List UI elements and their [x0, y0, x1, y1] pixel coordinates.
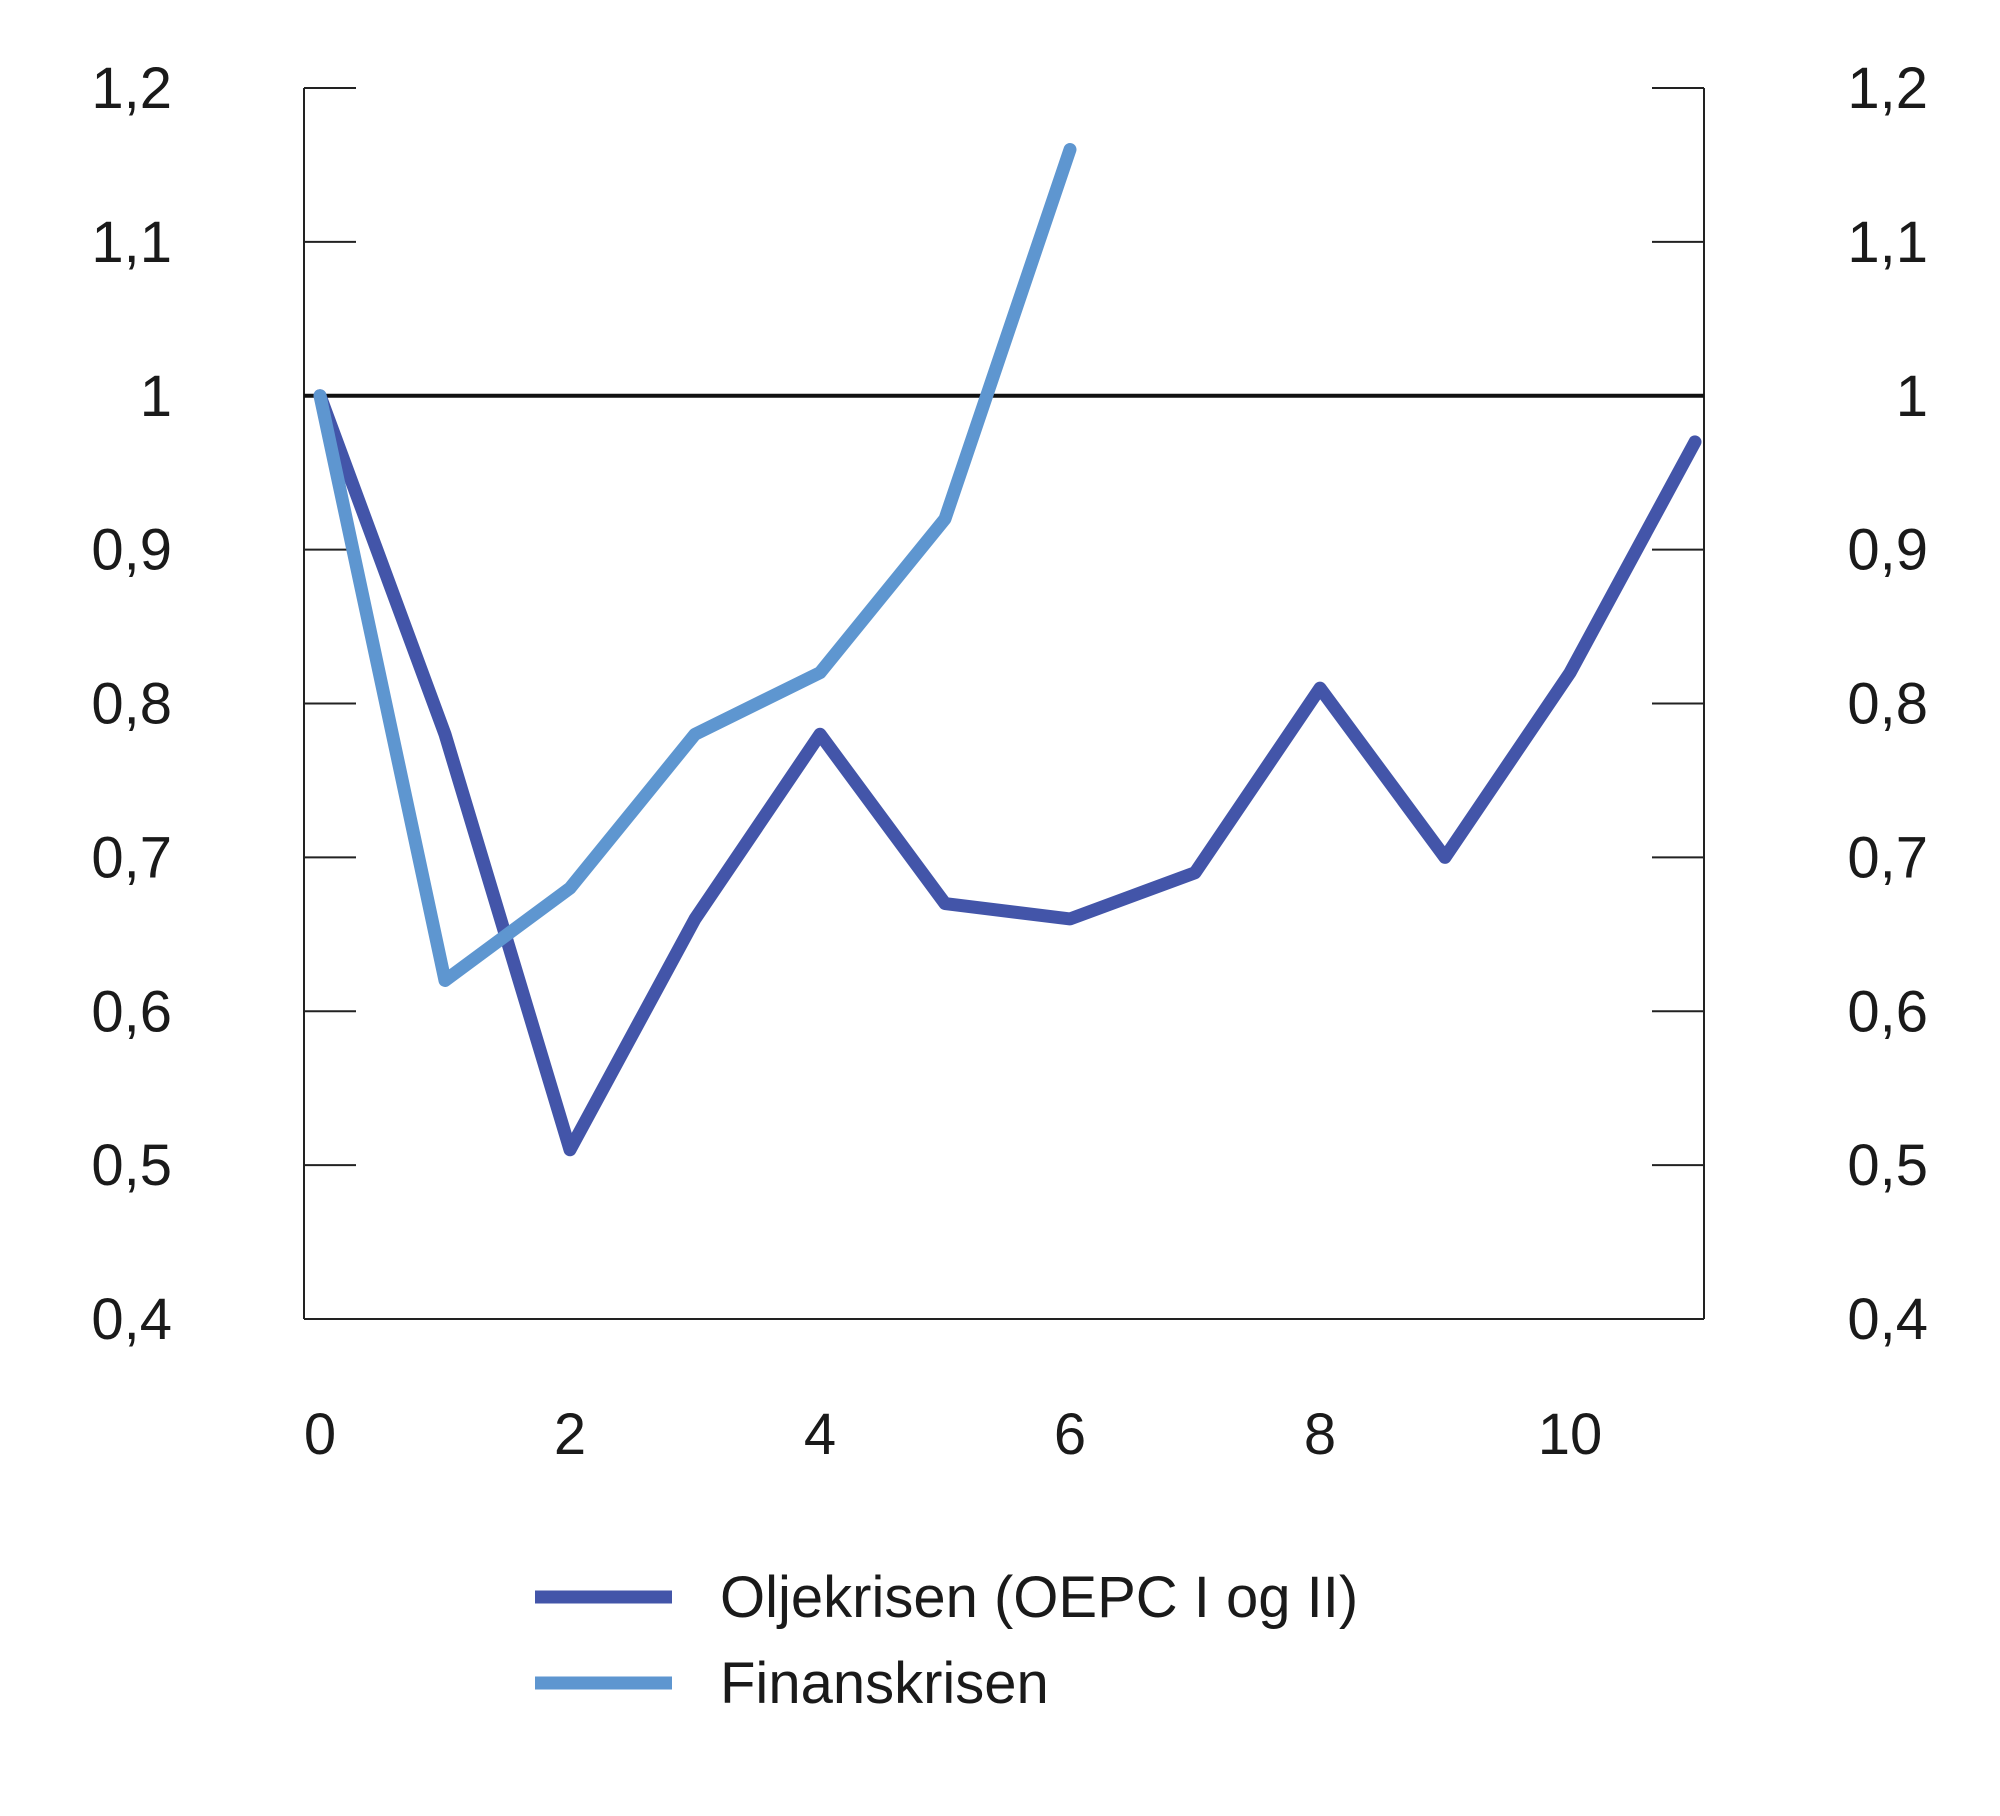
legend-label-2: Finanskrisen [720, 1651, 1049, 1716]
x-tick-label: 0 [304, 1402, 336, 1467]
axes [303, 87, 1705, 1320]
legend: Oljekrisen (OEPC I og II) Finanskrisen [535, 1565, 1358, 1716]
y-tick-label-right: 1,2 [1847, 56, 1928, 121]
y-tick-label-left: 1 [140, 364, 172, 429]
y-tick-label-right: 0,8 [1847, 672, 1928, 737]
y-tick-label-right: 0,5 [1847, 1133, 1928, 1198]
series-line-1 [313, 389, 1702, 1157]
y-tick-label-right: 0,9 [1847, 518, 1928, 583]
left-y-tick-labels: 0,4 0,5 0,6 0,7 0,8 0,9 1 1,1 1,2 [91, 56, 172, 1352]
y-tick-label-right: 1,1 [1847, 210, 1928, 275]
y-tick-label-left: 0,6 [91, 979, 172, 1044]
y-tick-label-left: 1,2 [91, 56, 172, 121]
x-tick-label: 6 [1054, 1402, 1086, 1467]
y-tick-label-left: 0,4 [91, 1287, 172, 1352]
y-tick-label-left: 1,1 [91, 210, 172, 275]
legend-label-1: Oljekrisen (OEPC I og II) [720, 1565, 1358, 1630]
y-tick-label-right: 0,6 [1847, 979, 1928, 1044]
right-y-tick-labels: 0,4 0,5 0,6 0,7 0,8 0,9 1 1,1 1,2 [1847, 56, 1928, 1352]
series-lines [313, 143, 1702, 1157]
y-tick-label-left: 0,9 [91, 518, 172, 583]
y-tick-label-right: 0,4 [1847, 1287, 1928, 1352]
x-tick-labels: 0 2 4 6 8 10 [304, 1402, 1602, 1467]
x-tick-label: 4 [804, 1402, 836, 1467]
y-tick-label-right: 1 [1896, 364, 1928, 429]
x-tick-label: 2 [554, 1402, 586, 1467]
y-tick-label-left: 0,7 [91, 825, 172, 890]
series-line-2 [313, 143, 1077, 987]
x-tick-label: 10 [1538, 1402, 1603, 1467]
y-tick-label-right: 0,7 [1847, 825, 1928, 890]
y-tick-label-left: 0,5 [91, 1133, 172, 1198]
y-tick-label-left: 0,8 [91, 672, 172, 737]
x-tick-label: 8 [1304, 1402, 1336, 1467]
